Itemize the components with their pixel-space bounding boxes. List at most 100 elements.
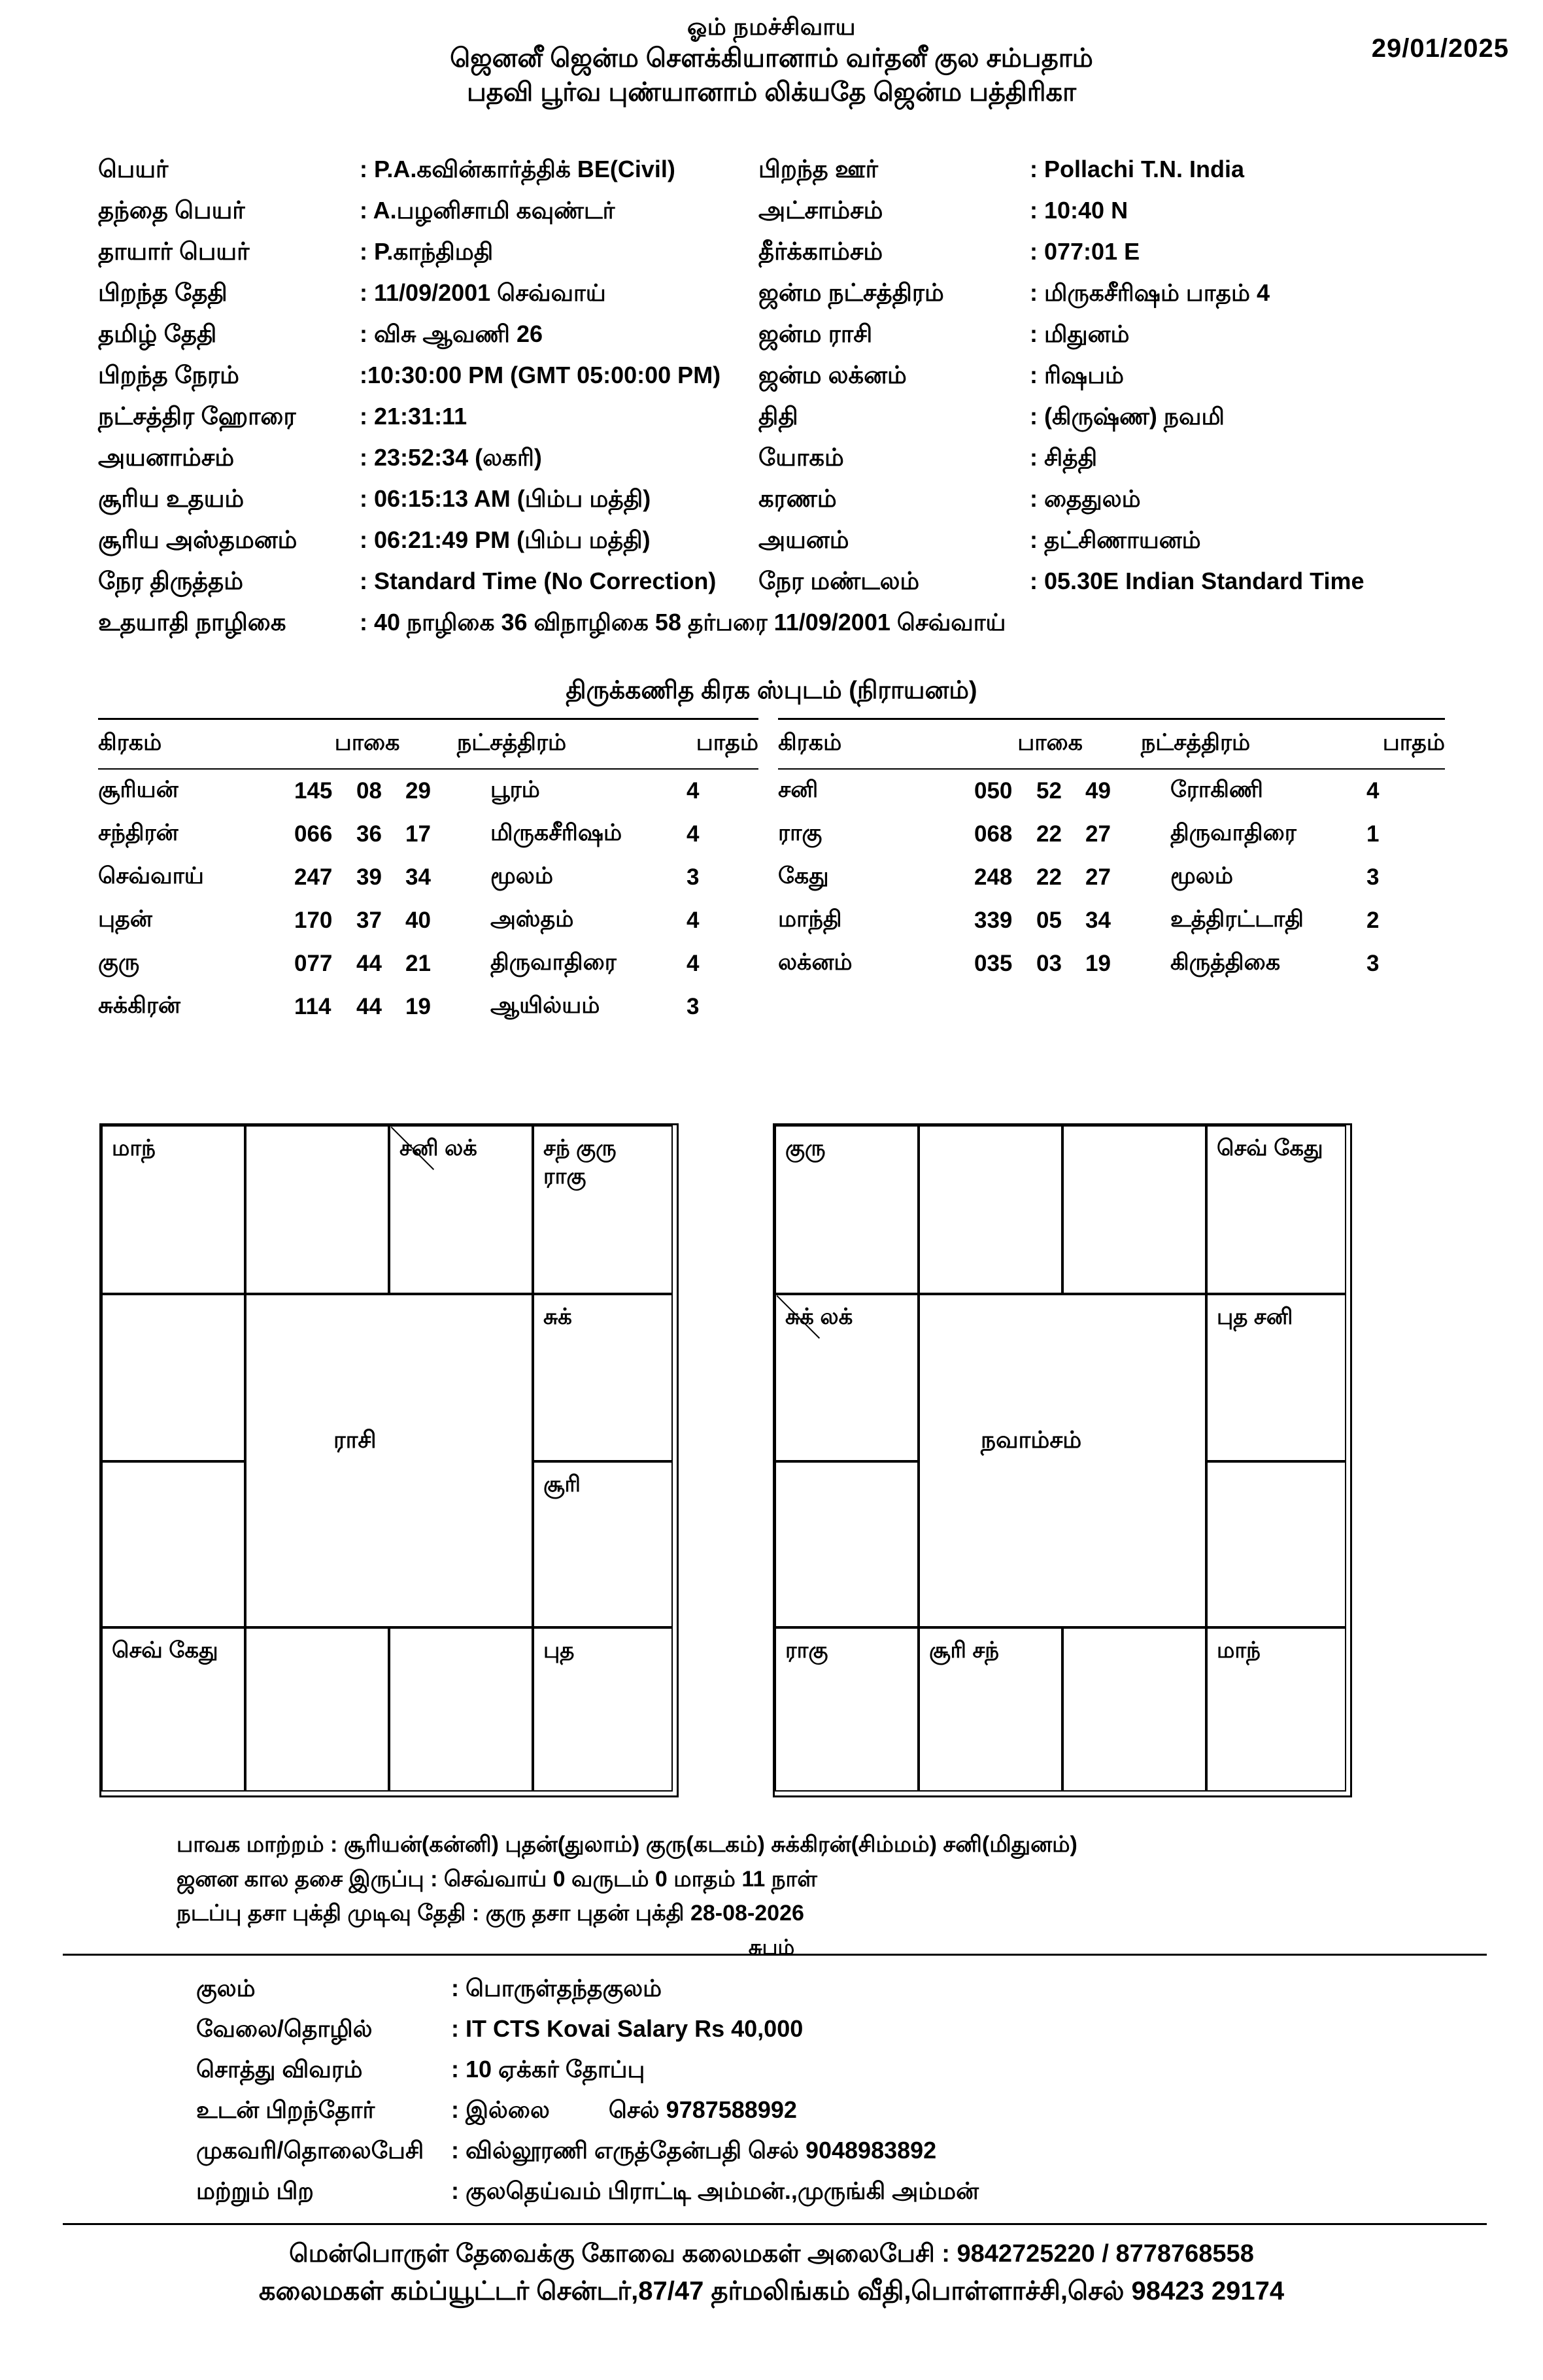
- detail-value: : தட்சிணாயனம்: [1030, 526, 1201, 553]
- detail-value: : 06:15:13 AM (பிம்ப மத்தி): [360, 485, 651, 512]
- detail-row: தந்தை பெயர்: A.பழனிசாமி கவுண்டர் அட்சாம்…: [98, 197, 1458, 238]
- planet-second: 27: [1085, 864, 1111, 890]
- planet-second: 40: [405, 908, 431, 933]
- planet-name: சந்திரன்: [98, 820, 178, 845]
- planet-minute: 08: [356, 778, 382, 804]
- document-header: ஓம் நமச்சிவாய ஜெனனீ ஜென்ம சௌக்கியானாம் வ…: [0, 12, 1543, 109]
- udhayadhi-nazhigai-row: உதயாதி நாழிகை : 40 நாழிகை 36 விநாழிகை 58…: [98, 609, 1458, 652]
- planet-minute: 39: [356, 864, 382, 890]
- planet-pada: 1: [1366, 821, 1380, 847]
- rasi-cell-r2c1: [101, 1294, 245, 1461]
- rasi-chart-center: [245, 1294, 533, 1627]
- detail-label: தந்தை பெயர்: [98, 197, 245, 224]
- detail-label: பிறந்த தேதி: [98, 279, 228, 306]
- planet-star: கிருத்திகை: [1170, 949, 1281, 975]
- table-header-row: கிரகம் பாகை நட்சத்திரம் பாதம்: [778, 720, 1445, 768]
- column-header-planet: கிரகம்: [98, 730, 162, 755]
- table-row: ராகு 068 22 27 திருவாதிரை 1: [778, 813, 1445, 856]
- subam-text: சுபம்: [748, 1935, 795, 1959]
- navamsam-cell-r4c1: ராகு: [775, 1627, 919, 1792]
- navamsam-cell-r1c4: செவ் கேது: [1206, 1125, 1346, 1294]
- table-row: புதன் 170 37 40 அஸ்தம் 4: [98, 899, 758, 942]
- sloka-line-2: பதவி பூர்வ புண்யானாம் லிக்யதே ஜென்ம பத்த…: [466, 78, 1077, 107]
- navamsam-cell-r1c3: [1062, 1125, 1206, 1294]
- detail-label: பெயர்: [98, 156, 169, 182]
- birth-dasa-balance: ஜனன கால தசை இருப்பு : செவ்வாய் 0 வருடம் …: [177, 1866, 817, 1892]
- detail-label: ஜன்ம ராசி: [758, 320, 873, 347]
- detail-label: வேலை/தொழில்: [196, 2015, 373, 2042]
- column-header-star: நட்சத்திரம்: [456, 730, 567, 755]
- document-date: 29/01/2025: [1371, 34, 1509, 63]
- lagna-slash-icon: [392, 1127, 435, 1170]
- planet-degree: 066: [294, 821, 333, 847]
- detail-value: : 10:40 N: [1030, 197, 1128, 224]
- navamsam-cell-r3c4: [1206, 1461, 1346, 1627]
- planet-second: 27: [1085, 821, 1111, 847]
- rasi-cell-r4c2: [245, 1627, 389, 1792]
- detail-value: : 21:31:11: [360, 403, 467, 430]
- planet-pada: 3: [687, 994, 700, 1019]
- table-row: சனி 050 52 49 ரோகிணி 4: [778, 770, 1445, 813]
- detail-label: சூரிய அஸ்தமனம்: [98, 526, 297, 553]
- planet-pada: 4: [687, 908, 700, 933]
- table-rule-top: [778, 718, 1445, 720]
- detail-label: நேர மண்டலம்: [758, 568, 920, 594]
- lagna-slash-icon: [777, 1295, 821, 1338]
- additional-detail-row: வேலை/தொழில் : IT CTS Kovai Salary Rs 40,…: [196, 2015, 1497, 2056]
- rasi-cell-r3c1: [101, 1461, 245, 1627]
- detail-value: : சித்தி: [1030, 444, 1098, 471]
- detail-label: ஜன்ம லக்னம்: [758, 362, 907, 388]
- planet-degree: 050: [974, 778, 1013, 804]
- navamsam-cell-r1c1: குரு: [775, 1125, 919, 1294]
- planet-degree: 170: [294, 908, 333, 933]
- document-footer: மென்பொருள் தேவைக்கு கோவை கலைமகள் அலைபேசி…: [0, 2236, 1543, 2310]
- additional-detail-row: குலம் : பொருள்தந்தகுலம்: [196, 1975, 1497, 2015]
- rasi-cell-r4c4: புத: [533, 1627, 673, 1792]
- rasi-chart-label: ராசி: [333, 1426, 377, 1453]
- detail-label: பிறந்த ஊர்: [758, 156, 878, 182]
- divider-rule-2: [63, 2223, 1487, 2225]
- planet-degree: 339: [974, 908, 1013, 933]
- planet-minute: 52: [1036, 778, 1062, 804]
- column-header-planet: கிரகம்: [778, 730, 842, 755]
- detail-value: : 23:52:34 (லகரி): [360, 444, 542, 471]
- planet-minute: 44: [356, 951, 382, 976]
- detail-label: தமிழ் தேதி: [98, 320, 217, 347]
- rasi-cell-r1c4: சந் குரு ராகு: [533, 1125, 673, 1294]
- rasi-chart: மாந் சனி லக் சந் குரு ராகு சுக் சூரி ராச…: [99, 1123, 679, 1797]
- bhava-change-line: பாவக மாற்றம் : சூரியன்(கன்னி) புதன்(துலா…: [177, 1832, 1077, 1857]
- detail-label: அட்சாம்சம்: [758, 197, 883, 224]
- table-row: மாந்தி 339 05 34 உத்திரட்டாதி 2: [778, 899, 1445, 942]
- detail-value: : இல்லை: [451, 2096, 550, 2123]
- navamsam-cell-r4c4: மாந்: [1206, 1627, 1346, 1792]
- detail-label: உடன் பிறந்தோர்: [196, 2096, 375, 2123]
- detail-value: : மிதுனம்: [1030, 320, 1130, 347]
- detail-value: : Pollachi T.N. India: [1030, 156, 1245, 182]
- rasi-cell-r1c1: மாந்: [101, 1125, 245, 1294]
- detail-value: : 077:01 E: [1030, 238, 1140, 265]
- detail-label: பிறந்த நேரம்: [98, 362, 239, 388]
- planet-pada: 3: [1366, 864, 1380, 890]
- detail-label: சூரிய உதயம்: [98, 485, 245, 512]
- detail-row: பெயர்: P.A.கவின்கார்த்திக் BE(Civil) பிற…: [98, 156, 1458, 197]
- detail-value: : 05.30E Indian Standard Time: [1030, 568, 1365, 594]
- detail-value: : 40 நாழிகை 36 விநாழிகை 58 தர்பரை 11/09/…: [360, 609, 1006, 636]
- table-rule-top: [98, 718, 758, 720]
- detail-value: : Standard Time (No Correction): [360, 568, 717, 594]
- detail-label: திதி: [758, 403, 798, 430]
- detail-label: மற்றும் பிற: [196, 2177, 314, 2204]
- planet-name: ராகு: [778, 820, 822, 845]
- detail-row: தாயார் பெயர்: P.காந்திமதி தீர்க்காம்சம்:…: [98, 238, 1458, 279]
- detail-value: : குலதெய்வம் பிராட்டி அம்மன்.,முருங்கி அ…: [451, 2177, 979, 2204]
- planet-pada: 4: [1366, 778, 1380, 804]
- additional-detail-row: சொத்து விவரம் : 10 ஏக்கர் தோப்பு: [196, 2056, 1497, 2096]
- detail-value: : 06:21:49 PM (பிம்ப மத்தி): [360, 526, 651, 553]
- detail-label: நட்சத்திர ஹோரை: [98, 403, 296, 430]
- detail-row: நட்சத்திர ஹோரை: 21:31:11 திதி: (கிருஷ்ண)…: [98, 403, 1458, 444]
- additional-details-block: குலம் : பொருள்தந்தகுலம் வேலை/தொழில் : IT…: [196, 1975, 1497, 2218]
- detail-value: : மிருகசீரிஷம் பாதம் 4: [1030, 279, 1270, 306]
- detail-label: குலம்: [196, 1975, 256, 2001]
- current-dasa-bukthi: நடப்பு தசா புக்தி முடிவு தேதி : குரு தசா…: [177, 1901, 804, 1926]
- rasi-cell-r4c3: [389, 1627, 533, 1792]
- detail-row: சூரிய உதயம்: 06:15:13 AM (பிம்ப மத்தி) க…: [98, 485, 1458, 526]
